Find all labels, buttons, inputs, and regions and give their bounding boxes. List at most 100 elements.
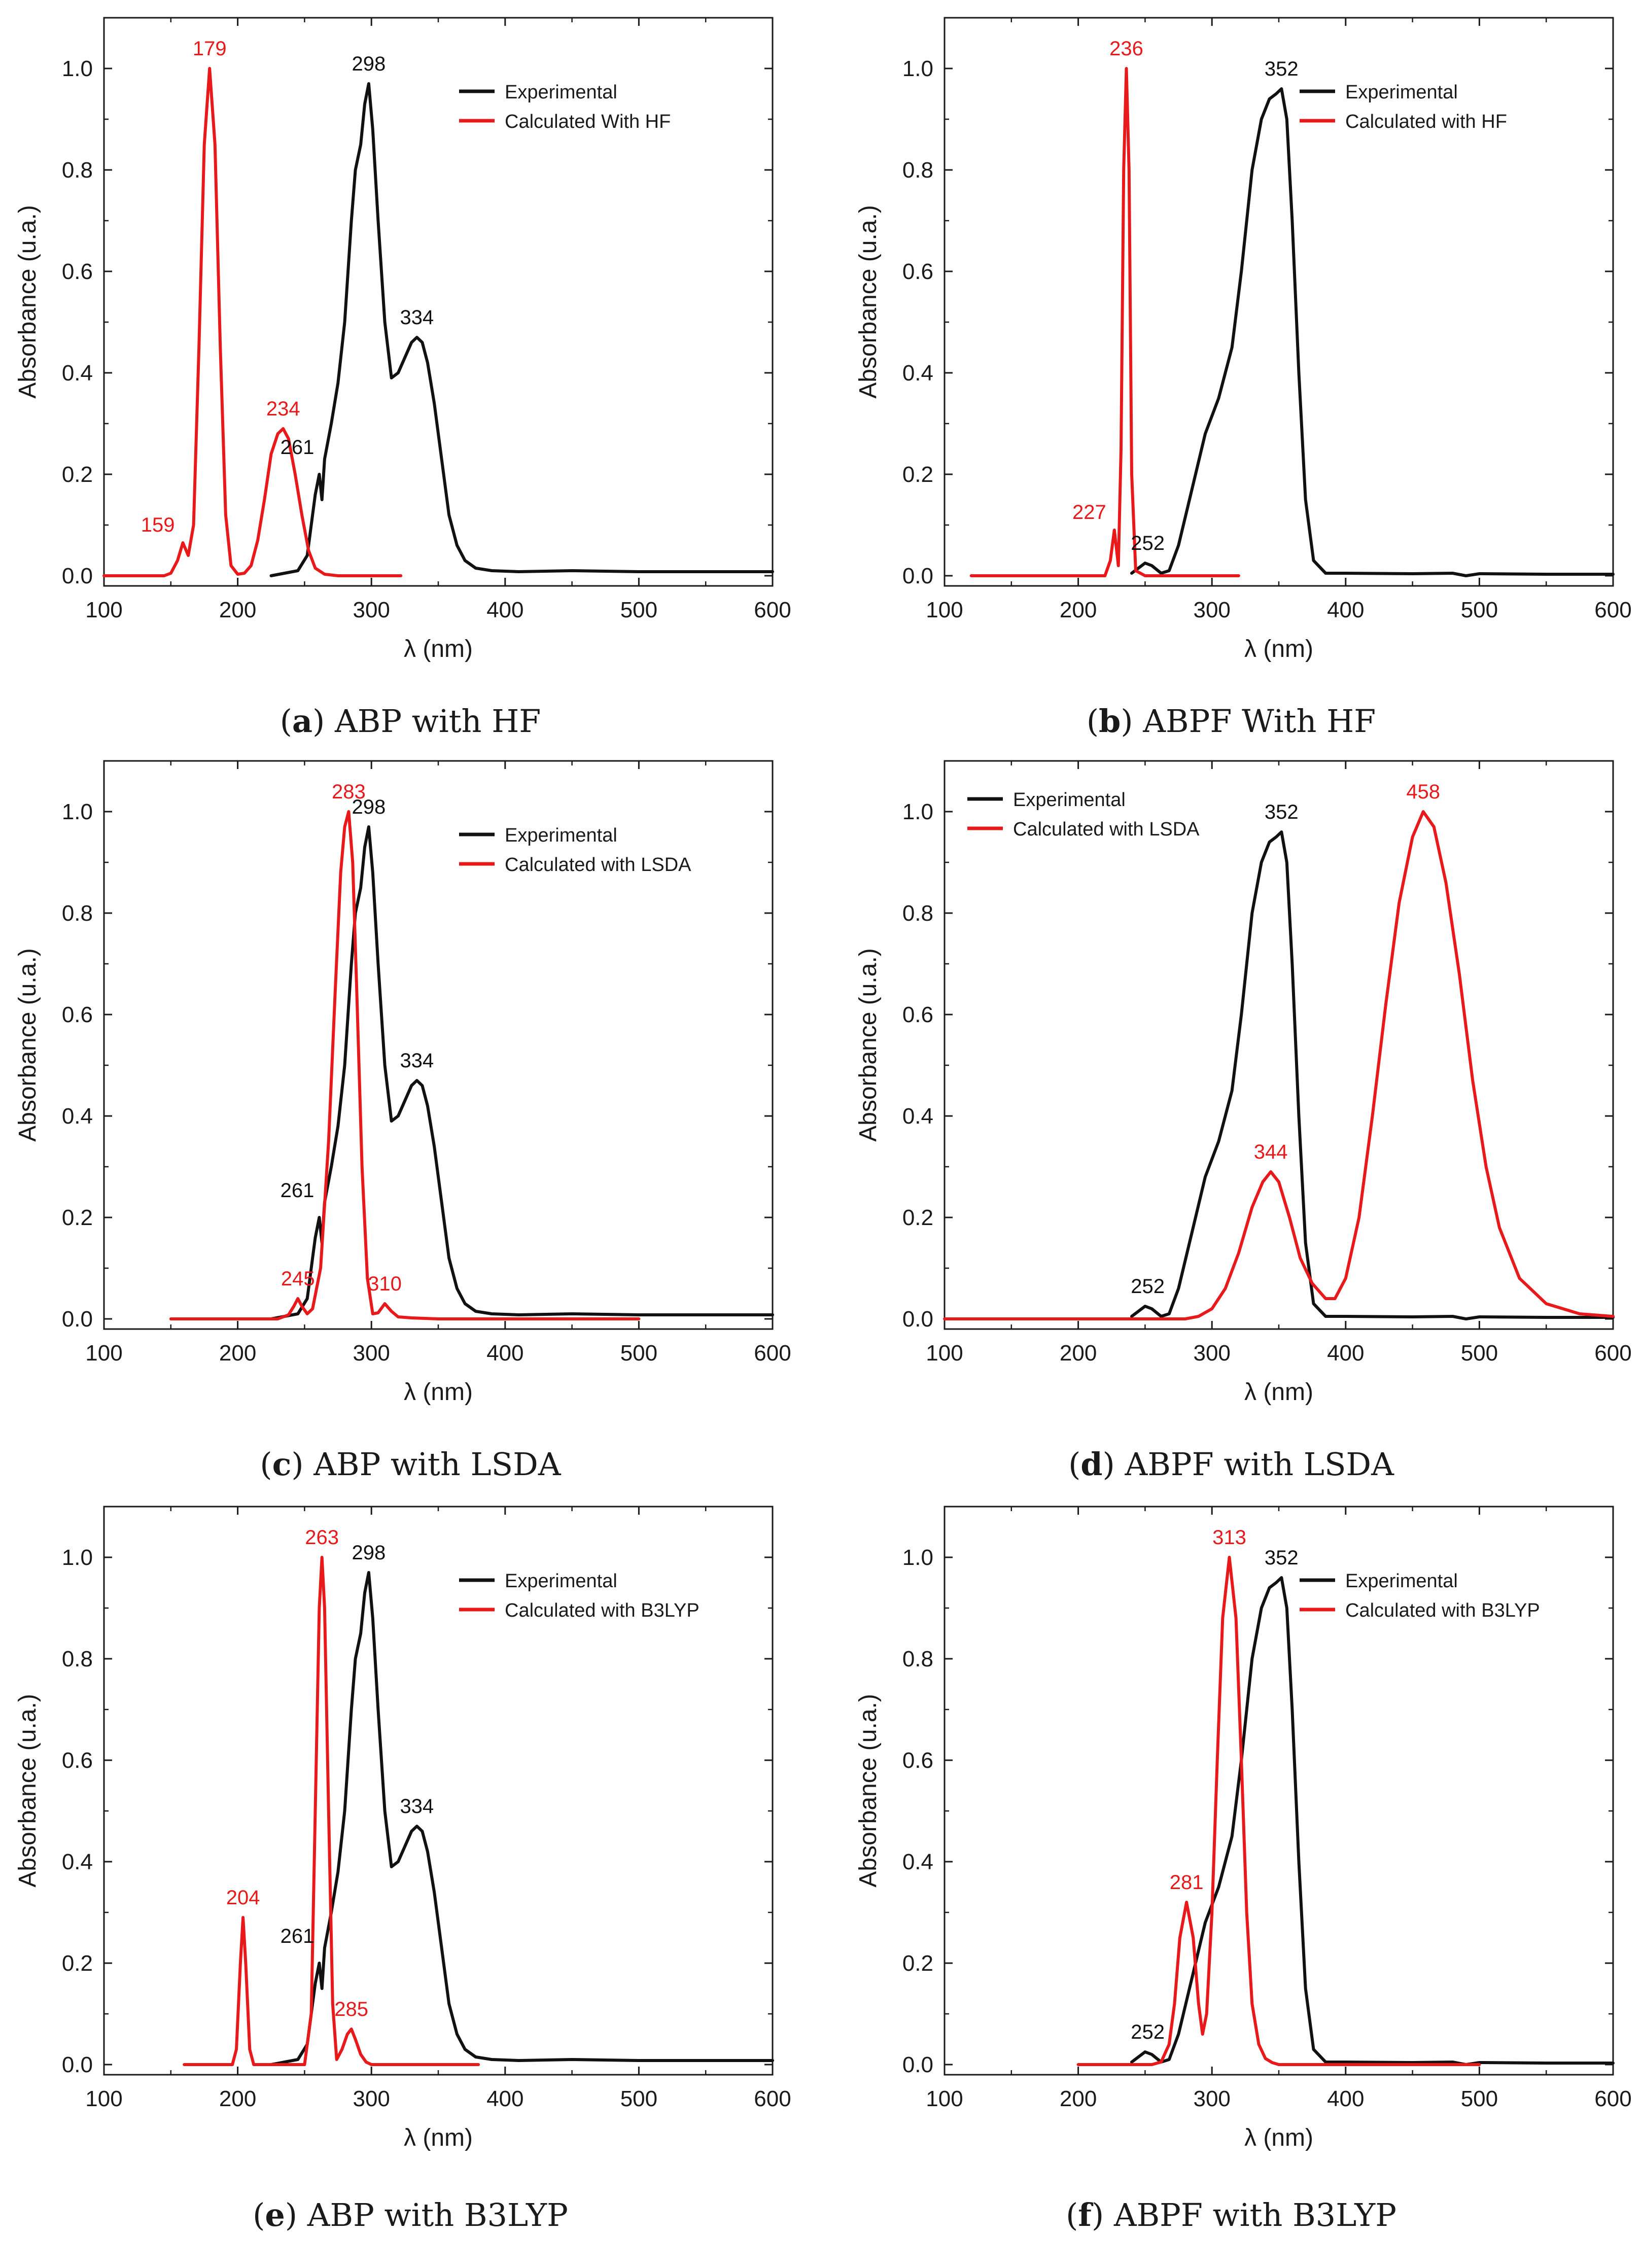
x-tick-label: 400 — [1327, 2086, 1364, 2111]
peak-label: 227 — [1072, 501, 1106, 524]
x-axis-label: λ (nm) — [404, 2124, 473, 2151]
y-axis-label: Absorbance (u.a.) — [14, 1694, 41, 1888]
y-tick-label: 0.6 — [62, 1002, 93, 1027]
y-tick-label: 0.6 — [62, 1748, 93, 1773]
y-axis-label: Absorbance (u.a.) — [855, 1694, 882, 1888]
y-tick-label: 0.0 — [902, 564, 933, 588]
y-tick-label: 0.4 — [902, 1850, 933, 1874]
y-axis-label: Absorbance (u.a.) — [14, 205, 41, 399]
peak-label: 310 — [368, 1273, 402, 1295]
peak-label: 261 — [281, 1179, 315, 1202]
x-axis-label: λ (nm) — [1244, 1379, 1313, 1406]
plot-frame — [103, 760, 774, 1330]
y-tick-label: 1.0 — [62, 799, 93, 824]
x-tick-label: 300 — [353, 2086, 390, 2111]
chart-panel-e: 0.0 0.2 0.4 0.6 0.8 1.0 100 200 300 400 500 600 λ (n… — [14, 1506, 791, 2151]
y-tick-label: 0.2 — [902, 462, 933, 487]
y-tick-label: 0.4 — [62, 361, 93, 386]
peak-label: 334 — [400, 1795, 434, 1818]
caption-a: (a) ABP with HF — [280, 703, 541, 740]
legend-label-experimental: Experimental — [1345, 82, 1458, 103]
legend-label-experimental: Experimental — [505, 82, 617, 103]
peak-label: 261 — [281, 1925, 315, 1947]
series-line-calculated — [102, 67, 403, 577]
x-tick-label: 200 — [1060, 1341, 1097, 1366]
plot-frame — [944, 17, 1614, 587]
legend-label-experimental: Experimental — [1013, 789, 1126, 811]
plot-frame — [944, 1506, 1614, 2076]
series-line-calculated — [169, 810, 641, 1320]
series-line-experimental — [269, 82, 774, 577]
x-tick-label: 500 — [1461, 1341, 1498, 1366]
y-tick-label: 0.2 — [62, 1205, 93, 1230]
peak-label: 252 — [1131, 2021, 1165, 2043]
peak-label: 236 — [1109, 38, 1143, 60]
peak-label: 263 — [305, 1526, 339, 1549]
peak-label: 283 — [332, 781, 366, 803]
series-line-calculated — [183, 1556, 480, 2066]
peak-label: 344 — [1254, 1141, 1288, 1163]
y-tick-label: 0.6 — [902, 259, 933, 284]
y-axis-label: Absorbance (u.a.) — [855, 948, 882, 1142]
peak-label: 334 — [400, 1050, 434, 1072]
y-tick-label: 0.4 — [902, 1104, 933, 1129]
x-tick-label: 200 — [219, 1341, 256, 1366]
series-line-experimental — [269, 825, 774, 1320]
peak-label: 252 — [1131, 1275, 1165, 1298]
y-tick-label: 0.2 — [902, 1951, 933, 1976]
x-tick-label: 200 — [219, 598, 256, 622]
x-tick-label: 500 — [620, 2086, 657, 2111]
y-tick-label: 0.2 — [62, 1951, 93, 1976]
x-tick-label: 500 — [620, 598, 657, 622]
x-tick-label: 500 — [1461, 2086, 1498, 2111]
x-tick-label: 400 — [486, 2086, 523, 2111]
x-tick-label: 100 — [926, 598, 963, 622]
y-tick-label: 0.8 — [62, 1647, 93, 1671]
y-tick-label: 0.6 — [902, 1002, 933, 1027]
peak-label: 261 — [281, 436, 315, 459]
series-line-experimental — [1130, 1576, 1615, 2066]
x-tick-label: 100 — [926, 1341, 963, 1366]
peak-label: 234 — [266, 398, 300, 420]
x-tick-label: 600 — [754, 1341, 791, 1366]
chart-panel-c: 0.0 0.2 0.4 0.6 0.8 1.0 100 200 300 400 500 600 λ (n… — [14, 760, 791, 1406]
y-axis-label: Absorbance (u.a.) — [14, 948, 41, 1142]
peak-label: 458 — [1406, 781, 1440, 803]
caption-d: (d) ABPF with LSDA — [1068, 1446, 1394, 1483]
legend-label-experimental: Experimental — [505, 1571, 617, 1592]
x-tick-label: 400 — [1327, 598, 1364, 622]
x-tick-label: 200 — [1060, 598, 1097, 622]
peak-label: 352 — [1265, 801, 1299, 823]
series-line-calculated — [1076, 1556, 1481, 2066]
y-tick-label: 0.4 — [62, 1850, 93, 1874]
peak-label: 204 — [226, 1887, 260, 1909]
x-tick-label: 200 — [219, 2086, 256, 2111]
x-tick-label: 100 — [85, 598, 122, 622]
y-tick-label: 0.0 — [902, 2052, 933, 2077]
series-line-experimental — [269, 1571, 774, 2066]
y-tick-label: 0.8 — [62, 158, 93, 183]
x-tick-label: 500 — [620, 1341, 657, 1366]
x-axis-label: λ (nm) — [404, 1379, 473, 1406]
series-line-calculated — [969, 67, 1240, 577]
peak-label: 334 — [400, 306, 434, 329]
x-tick-label: 400 — [486, 598, 523, 622]
legend-label-experimental: Experimental — [505, 825, 617, 846]
y-tick-label: 0.0 — [902, 1307, 933, 1332]
peak-label: 245 — [281, 1268, 315, 1290]
x-tick-label: 600 — [1594, 1341, 1631, 1366]
peak-label: 352 — [1265, 58, 1299, 80]
legend-label-calculated: Calculated With HF — [505, 111, 671, 132]
peak-label: 313 — [1212, 1526, 1246, 1549]
plot-frame — [103, 1506, 774, 2076]
y-tick-label: 1.0 — [62, 56, 93, 81]
chart-panel-d: 0.0 0.2 0.4 0.6 0.8 1.0 100 200 300 400 500 600 λ (n… — [855, 760, 1632, 1406]
legend-label-calculated: Calculated with B3LYP — [1345, 1600, 1540, 1621]
peak-label: 179 — [193, 38, 227, 60]
series-line-experimental — [1130, 830, 1615, 1320]
x-tick-label: 300 — [1193, 2086, 1230, 2111]
y-tick-label: 0.8 — [62, 901, 93, 926]
y-tick-label: 0.6 — [902, 1748, 933, 1773]
